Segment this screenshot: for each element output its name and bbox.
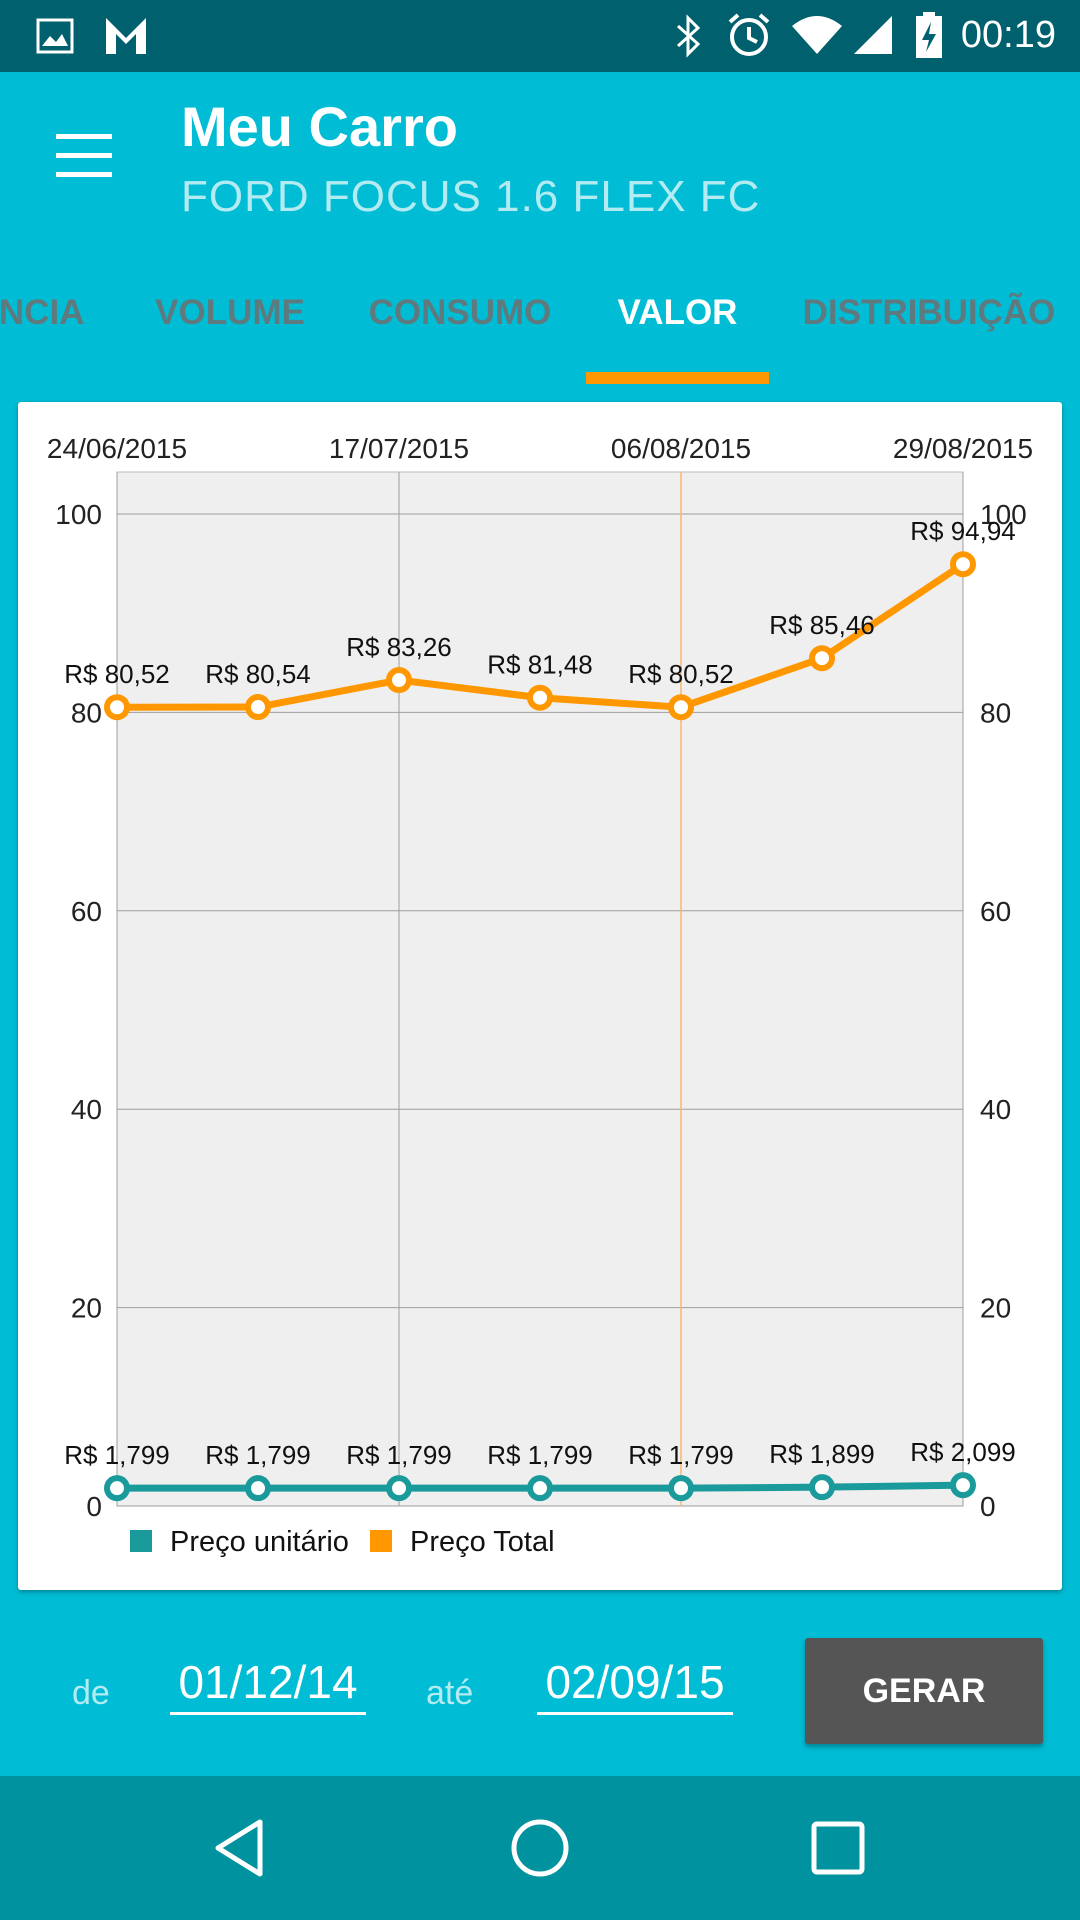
clock: 00:19 bbox=[960, 14, 1056, 56]
wifi-icon bbox=[792, 16, 842, 54]
data-point bbox=[527, 1475, 553, 1502]
tab-bar: ÊNCIA VOLUME CONSUMO VALOR DISTRIBUIÇÃO bbox=[0, 262, 1080, 384]
generate-button[interactable]: GERAR bbox=[805, 1638, 1043, 1744]
from-date-input[interactable]: 01/12/14 bbox=[170, 1652, 366, 1715]
y-tick-label-right: 60 bbox=[980, 896, 1011, 927]
legend-swatch bbox=[130, 1530, 152, 1552]
y-tick-label-left: 40 bbox=[71, 1094, 102, 1125]
data-point bbox=[668, 1475, 694, 1502]
legend-swatch bbox=[370, 1530, 392, 1552]
x-tick-label: 29/08/2015 bbox=[893, 433, 1033, 464]
date-filter-panel: de 01/12/14 até 02/09/15 GERAR bbox=[0, 1608, 1080, 1776]
to-label: até bbox=[426, 1674, 474, 1712]
app-bar: Meu Carro FORD FOCUS 1.6 FLEX FC bbox=[0, 72, 1080, 262]
data-point bbox=[950, 551, 976, 578]
data-label: R$ 1,799 bbox=[64, 1440, 170, 1470]
page-title: Meu Carro bbox=[181, 95, 458, 158]
alarm-icon bbox=[728, 13, 770, 56]
data-point bbox=[104, 1475, 130, 1502]
data-label: R$ 94,94 bbox=[910, 516, 1016, 546]
y-tick-label-left: 60 bbox=[71, 896, 102, 927]
tab-distancia[interactable]: ÊNCIA bbox=[0, 293, 85, 332]
x-tick-label: 17/07/2015 bbox=[329, 433, 469, 464]
y-tick-label-right: 0 bbox=[980, 1491, 996, 1522]
y-tick-label-right: 100 bbox=[980, 499, 1027, 530]
data-label: R$ 80,52 bbox=[628, 659, 734, 689]
plot-area bbox=[116, 471, 964, 1507]
y-tick-label-right: 80 bbox=[980, 697, 1011, 728]
data-label: R$ 1,799 bbox=[628, 1440, 734, 1470]
image-notification-icon bbox=[36, 18, 74, 54]
gmail-icon bbox=[106, 18, 146, 54]
y-tick-label-right: 20 bbox=[980, 1293, 1011, 1324]
data-point bbox=[809, 645, 835, 672]
data-point bbox=[104, 694, 130, 721]
data-label: R$ 1,799 bbox=[487, 1440, 593, 1470]
y-tick-label-left: 80 bbox=[71, 697, 102, 728]
legend-label: Preço unitário bbox=[170, 1526, 349, 1558]
data-label: R$ 1,899 bbox=[769, 1439, 875, 1469]
data-label: R$ 80,54 bbox=[205, 659, 311, 689]
bluetooth-icon bbox=[676, 14, 701, 58]
tab-volume[interactable]: VOLUME bbox=[155, 293, 305, 332]
cell-signal-icon bbox=[854, 16, 892, 54]
data-point bbox=[809, 1474, 835, 1501]
data-label: R$ 85,46 bbox=[769, 610, 875, 640]
data-point bbox=[386, 1475, 412, 1502]
legend-label: Preço Total bbox=[410, 1526, 555, 1558]
hamburger-menu-icon[interactable] bbox=[56, 134, 112, 178]
data-point bbox=[245, 1475, 271, 1502]
data-label: R$ 1,799 bbox=[346, 1440, 452, 1470]
y-tick-label-left: 100 bbox=[55, 499, 102, 530]
recents-icon[interactable] bbox=[806, 1816, 870, 1880]
data-point bbox=[527, 684, 553, 711]
y-tick-label-left: 20 bbox=[71, 1293, 102, 1324]
data-point bbox=[950, 1472, 976, 1499]
x-tick-label: 06/08/2015 bbox=[611, 433, 751, 464]
tab-consumo[interactable]: CONSUMO bbox=[368, 293, 552, 332]
back-icon[interactable] bbox=[210, 1816, 274, 1880]
tab-valor[interactable]: VALOR bbox=[617, 293, 738, 332]
to-date-input[interactable]: 02/09/15 bbox=[537, 1652, 733, 1715]
data-point bbox=[386, 667, 412, 694]
from-label: de bbox=[72, 1674, 110, 1712]
page-subtitle: FORD FOCUS 1.6 FLEX FC bbox=[181, 172, 761, 221]
battery-charging-icon bbox=[916, 12, 942, 58]
data-label: R$ 83,26 bbox=[346, 632, 452, 662]
x-tick-label: 24/06/2015 bbox=[47, 433, 187, 464]
chart-card: 0 0 20 20 40 40 60 60 80 80 100 100 24/06/2015 17/07/… bbox=[18, 402, 1062, 1590]
line-chart[interactable]: 0 0 20 20 40 40 60 60 80 80 100 100 24/06/2015 17/07/… bbox=[18, 402, 1062, 1590]
data-label: R$ 81,48 bbox=[487, 650, 593, 680]
active-tab-indicator bbox=[586, 372, 769, 384]
data-label: R$ 1,799 bbox=[205, 1440, 311, 1470]
y-tick-label-right: 40 bbox=[980, 1094, 1011, 1125]
data-label: R$ 80,52 bbox=[64, 659, 170, 689]
home-icon[interactable] bbox=[508, 1816, 572, 1880]
navigation-bar bbox=[0, 1776, 1080, 1920]
tab-distribuicao[interactable]: DISTRIBUIÇÃO bbox=[802, 293, 1056, 332]
y-tick-label-left: 0 bbox=[86, 1491, 102, 1522]
data-point bbox=[245, 694, 271, 721]
status-bar: 00:19 bbox=[0, 0, 1080, 72]
data-point bbox=[668, 694, 694, 721]
data-label: R$ 2,099 bbox=[910, 1437, 1016, 1467]
